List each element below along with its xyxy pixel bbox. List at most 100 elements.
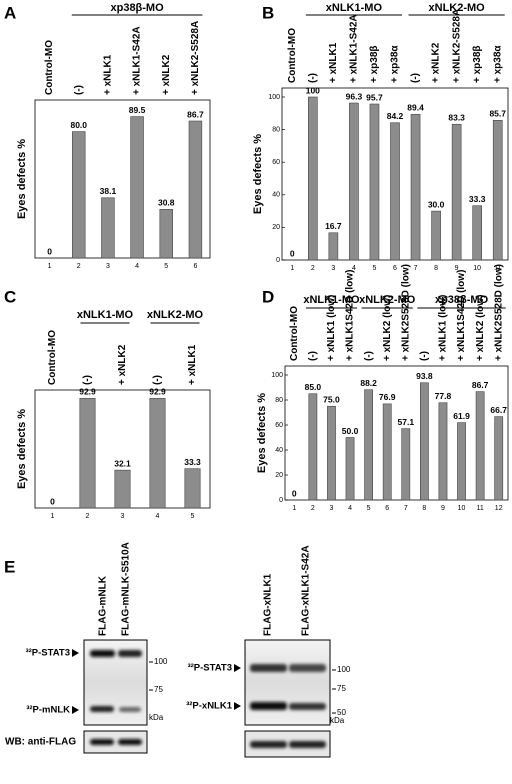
y-tick-label: 60 — [275, 422, 283, 429]
band — [118, 739, 142, 745]
bar — [369, 103, 380, 261]
group-label: xp38β-MO — [110, 2, 164, 14]
lane-number: 2 — [77, 263, 81, 270]
lane-number: 3 — [106, 263, 110, 270]
value-label: 86.7 — [472, 380, 489, 390]
column-label: Control-MO — [289, 306, 300, 361]
bar — [431, 210, 441, 261]
bar — [457, 422, 466, 501]
column-label: + xNLK1 — [187, 344, 198, 385]
value-label: 80.0 — [70, 120, 87, 130]
lane-number: 2 — [311, 265, 315, 272]
wb-label: WB: anti-FLAG — [5, 737, 76, 748]
panel-letter: C — [4, 287, 16, 306]
bar — [492, 120, 503, 261]
lane-label: FLAG-mNLK — [98, 575, 109, 636]
group-label: xNLK1-MO — [303, 294, 360, 306]
column-label: (-) — [82, 375, 93, 385]
bar — [364, 389, 374, 501]
lane-number: 9 — [441, 505, 445, 512]
column-label: + xNLK2 — [431, 42, 442, 83]
marker-label: 75 — [154, 685, 163, 694]
bar — [72, 131, 86, 259]
bar — [472, 205, 483, 261]
value-label: 85.0 — [305, 382, 322, 392]
lane-number: 6 — [385, 505, 389, 512]
y-axis-label: Eyes defects % — [256, 393, 268, 473]
lane-number: 12 — [495, 505, 503, 512]
value-label: 96.3 — [346, 91, 363, 101]
column-label: + xNLK1 — [328, 42, 339, 83]
bar — [475, 391, 485, 501]
column-label: Control-MO — [287, 28, 298, 83]
plot-frame — [34, 99, 211, 259]
bar — [307, 96, 318, 261]
column-label: + xNLK1 (low) — [326, 295, 337, 361]
value-label: 0 — [290, 248, 295, 258]
lane-number: 3 — [121, 513, 125, 520]
column-label: + xNLK2-S528A — [451, 9, 462, 83]
column-label: + xNLK2 — [117, 344, 128, 385]
lane-number: 11 — [476, 505, 483, 512]
band-arrow — [234, 702, 241, 710]
bar — [345, 437, 355, 501]
column-label: + xNLK1 — [103, 54, 114, 95]
blot-frame — [244, 639, 331, 726]
panel-letter: D — [262, 287, 274, 306]
y-tick-label: 60 — [272, 159, 280, 166]
value-label: 89.5 — [129, 105, 146, 115]
y-axis-label: Eyes defects % — [252, 134, 264, 214]
bar — [188, 120, 203, 259]
lane-number: 4 — [348, 505, 352, 512]
column-label: + xNLK1-S42A — [349, 14, 360, 83]
bar — [328, 232, 339, 261]
lane-number: 9 — [455, 265, 459, 272]
bar — [390, 122, 400, 261]
value-label: 84.2 — [387, 111, 404, 121]
value-label: 57.1 — [398, 417, 415, 427]
column-label: Control-MO — [47, 330, 58, 385]
group-label: xNLK1-MO — [326, 2, 383, 14]
column-label: (-) — [73, 85, 84, 95]
band-label: ³²P-xNLK1 — [186, 701, 233, 712]
lane-number: 4 — [352, 265, 356, 272]
column-label: Control-MO — [44, 40, 55, 95]
column-label: + xNLK2 — [161, 54, 172, 95]
value-label: 77.8 — [435, 391, 452, 401]
bar — [382, 403, 392, 501]
y-axis-label: Eyes defects % — [16, 139, 28, 219]
bar — [419, 382, 429, 501]
y-tick-label: 80 — [272, 126, 280, 133]
bar — [410, 113, 421, 261]
band-label: ³²P-STAT3 — [187, 663, 232, 674]
lane-number: 4 — [135, 263, 139, 270]
band-arrow — [234, 664, 241, 672]
column-label: (-) — [308, 351, 319, 361]
lane-number: 2 — [86, 513, 90, 520]
column-label: + xNLK2S528D (low) — [400, 264, 411, 361]
band-label: ³²P-mNLK — [26, 705, 70, 716]
panel-letter: E — [4, 557, 15, 576]
value-label: 30.0 — [428, 199, 445, 209]
band-arrow — [72, 706, 79, 714]
value-label: 89.4 — [407, 103, 424, 113]
unit-label: kDa — [330, 716, 345, 725]
value-label: 76.9 — [379, 392, 396, 402]
lane-number: 6 — [393, 265, 397, 272]
column-label: + xp38β — [472, 45, 483, 83]
value-label: 85.7 — [489, 109, 506, 119]
column-label: (-) — [307, 73, 318, 83]
value-label: 0 — [50, 496, 55, 506]
lane-number: 5 — [164, 263, 168, 270]
bar — [184, 468, 201, 509]
bar — [327, 405, 336, 501]
value-label: 75.0 — [323, 395, 340, 405]
band — [119, 707, 141, 712]
unit-label: kDa — [149, 713, 164, 722]
y-tick-label: 0 — [279, 497, 283, 504]
lane-number: 8 — [422, 505, 426, 512]
column-label: + xNLK1-S42A — [132, 26, 143, 95]
y-tick-label: 100 — [268, 94, 280, 101]
bar — [130, 116, 144, 259]
